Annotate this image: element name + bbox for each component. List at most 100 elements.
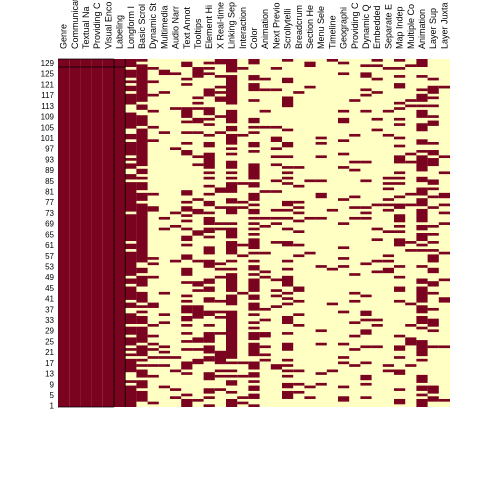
heatmap-cell bbox=[203, 310, 215, 316]
heatmap-cell bbox=[226, 369, 238, 373]
heatmap-cell bbox=[438, 398, 450, 402]
heatmap-cell bbox=[125, 243, 137, 250]
heatmap-cell bbox=[259, 190, 271, 193]
heatmap-cell bbox=[349, 273, 361, 276]
heatmap-cell bbox=[382, 182, 394, 185]
heatmap-cell bbox=[214, 275, 226, 279]
heatmap-cell bbox=[282, 128, 294, 132]
heatmap-cell bbox=[416, 385, 428, 391]
heatmap-cell bbox=[226, 152, 238, 156]
heatmap-cell bbox=[203, 356, 215, 362]
heatmap-cell bbox=[125, 112, 137, 129]
heatmap-cell bbox=[147, 275, 159, 279]
heatmap-cell bbox=[349, 160, 361, 164]
heatmap-cell bbox=[170, 388, 182, 391]
heatmap-cell bbox=[214, 262, 226, 266]
heatmap-cell bbox=[416, 398, 428, 407]
heatmap-cell bbox=[405, 203, 417, 207]
heatmap-cell bbox=[181, 83, 193, 86]
heatmap-cell bbox=[394, 238, 406, 247]
heatmap-cell bbox=[192, 348, 204, 351]
heatmap-cell bbox=[416, 233, 428, 242]
heatmap-cell bbox=[405, 99, 417, 102]
heatmap-cell bbox=[259, 216, 271, 220]
heatmap-cell bbox=[203, 324, 215, 327]
heatmap-cell bbox=[282, 227, 294, 231]
heatmap-cell bbox=[147, 334, 159, 338]
heatmap-cell bbox=[270, 208, 282, 212]
heatmap-cell bbox=[282, 342, 294, 351]
heatmap-cell bbox=[259, 353, 271, 357]
heatmap-cell bbox=[226, 267, 238, 271]
row-tick-label: 121 bbox=[41, 80, 55, 89]
heatmap-cell bbox=[147, 348, 159, 351]
heatmap-cell bbox=[203, 133, 215, 137]
heatmap-cell bbox=[394, 275, 406, 279]
column-label: Tooltips bbox=[193, 18, 203, 49]
column-label: Providing C bbox=[350, 2, 360, 49]
heatmap-cell bbox=[270, 179, 282, 183]
heatmap-cell bbox=[349, 195, 361, 199]
heatmap-cell bbox=[427, 150, 439, 156]
heatmap-cell bbox=[338, 61, 350, 65]
heatmap-cell bbox=[416, 393, 428, 397]
column-label: Menu Sele bbox=[316, 6, 326, 49]
heatmap-cell bbox=[293, 211, 305, 215]
heatmap-cell bbox=[326, 369, 338, 373]
heatmap-cell bbox=[214, 222, 226, 225]
heatmap-cell bbox=[416, 286, 428, 303]
row-tick-label: 13 bbox=[45, 370, 54, 379]
heatmap-cell bbox=[181, 120, 193, 124]
heatmap-cell bbox=[181, 190, 193, 196]
row-tick-label: 53 bbox=[45, 262, 54, 271]
heatmap-cell bbox=[214, 187, 226, 193]
heatmap-cell bbox=[427, 291, 439, 295]
heatmap-cell bbox=[226, 59, 238, 73]
heatmap-cell bbox=[203, 278, 215, 284]
column-label: Separate E bbox=[383, 4, 393, 49]
heatmap-cell bbox=[394, 230, 406, 233]
heatmap-cell bbox=[360, 64, 372, 68]
heatmap-cell bbox=[203, 61, 215, 65]
heatmap-cell bbox=[349, 348, 361, 351]
heatmap-cell bbox=[192, 96, 204, 100]
heatmap-cell bbox=[226, 198, 238, 204]
heatmap-cell bbox=[371, 64, 383, 68]
heatmap-cell bbox=[226, 227, 238, 239]
heatmap-cell bbox=[136, 358, 148, 362]
heatmap-cell bbox=[360, 211, 372, 215]
heatmap-cell bbox=[293, 219, 305, 223]
heatmap-cell bbox=[394, 265, 406, 268]
heatmap-cell bbox=[394, 101, 406, 105]
heatmap-cell bbox=[181, 361, 193, 370]
heatmap-cell bbox=[181, 235, 193, 242]
heatmap-cell bbox=[371, 77, 383, 81]
heatmap-cell bbox=[416, 340, 428, 357]
heatmap-cell bbox=[315, 342, 327, 346]
heatmap-cell bbox=[125, 251, 137, 276]
heatmap-cell bbox=[394, 286, 406, 292]
heatmap-cell bbox=[427, 115, 439, 118]
heatmap-cell bbox=[226, 222, 238, 225]
heatmap-cell bbox=[248, 238, 260, 250]
heatmap-cell bbox=[293, 230, 305, 233]
heatmap-cell bbox=[394, 195, 406, 199]
heatmap-cell bbox=[259, 88, 271, 92]
heatmap-cell bbox=[181, 243, 193, 247]
heatmap-cell bbox=[394, 123, 406, 126]
heatmap-cell bbox=[394, 67, 406, 70]
heatmap-cell bbox=[158, 364, 170, 367]
heatmap-cell bbox=[147, 401, 159, 405]
heatmap-cell bbox=[147, 80, 159, 84]
heatmap-cell bbox=[203, 123, 215, 126]
heatmap-cell bbox=[270, 289, 282, 292]
heatmap-cell bbox=[304, 85, 316, 89]
heatmap-cell bbox=[248, 125, 260, 129]
heatmap-cell bbox=[394, 171, 406, 175]
heatmap-cell bbox=[282, 275, 294, 287]
heatmap-cell bbox=[192, 67, 204, 78]
heatmap-cell bbox=[416, 176, 428, 183]
heatmap-cell bbox=[248, 332, 260, 341]
heatmap-cell bbox=[214, 369, 226, 373]
heatmap-cell bbox=[304, 396, 316, 399]
